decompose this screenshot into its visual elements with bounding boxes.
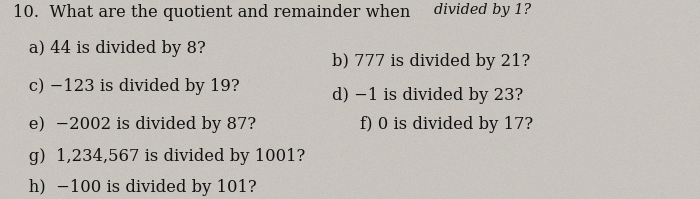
Text: f) 0 is divided by 17?: f) 0 is divided by 17? [360, 116, 533, 133]
Text: a) 44 is divided by 8?: a) 44 is divided by 8? [13, 40, 205, 57]
Text: divided by 1?: divided by 1? [434, 3, 531, 17]
Text: b) 777 is divided by 21?: b) 777 is divided by 21? [332, 53, 531, 70]
Text: c) −123 is divided by 19?: c) −123 is divided by 19? [13, 78, 239, 95]
Text: d) −1 is divided by 23?: d) −1 is divided by 23? [332, 87, 524, 104]
Text: h)  −100 is divided by 101?: h) −100 is divided by 101? [13, 179, 256, 196]
Text: e)  −2002 is divided by 87?: e) −2002 is divided by 87? [13, 116, 255, 133]
Text: 10.  What are the quotient and remainder when: 10. What are the quotient and remainder … [13, 4, 410, 21]
Text: g)  1,234,567 is divided by 1001?: g) 1,234,567 is divided by 1001? [13, 148, 305, 165]
